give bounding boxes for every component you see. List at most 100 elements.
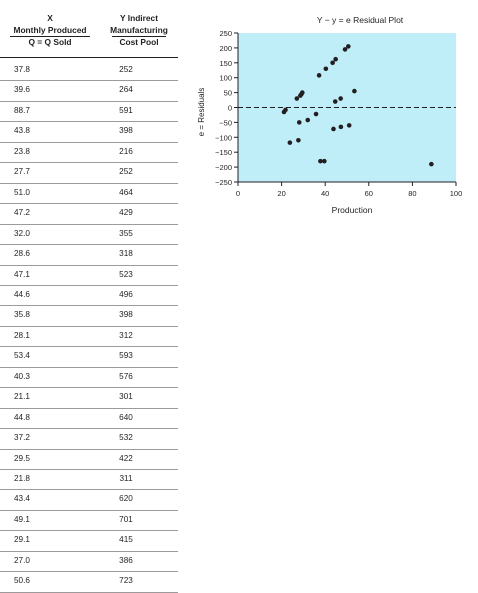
row-divider: [0, 182, 178, 184]
table-row: 32.0 355: [0, 225, 178, 246]
row-divider: [0, 203, 178, 205]
table-row: 37.2 532: [0, 429, 178, 450]
x-value-cell: 47.1: [14, 269, 30, 279]
data-point: [346, 44, 351, 49]
x-value-cell: 43.4: [14, 494, 30, 504]
table-row: 35.8 398: [0, 306, 178, 327]
data-point: [283, 107, 288, 113]
y-header-line-1: Y Indirect: [119, 13, 158, 23]
y-value-cell: 318: [119, 249, 133, 259]
x-value-cell: 28.6: [14, 249, 30, 259]
data-point: [332, 99, 338, 104]
data-point: [313, 111, 319, 117]
row-divider: [0, 407, 178, 409]
chart-title: Y − y = e Residual Plot: [317, 15, 404, 25]
x-value-cell: 37.8: [14, 65, 30, 74]
y-tick-label: −100: [215, 133, 232, 142]
y-tick-label: 0: [228, 104, 232, 113]
y-value-cell: 640: [119, 412, 133, 422]
x-value-cell: 27.7: [14, 167, 30, 177]
x-axis-label: Production: [332, 205, 373, 215]
row-divider: [0, 244, 178, 246]
table-row: 47.2 429: [0, 204, 178, 225]
data-point: [316, 73, 322, 78]
data-point: [331, 126, 336, 132]
table-row: 40.3 576: [0, 368, 178, 389]
y-value-cell: 593: [119, 351, 133, 361]
y-value-cell: 701: [119, 514, 133, 524]
row-divider: [0, 428, 178, 430]
x-tick-label: 20: [277, 189, 285, 198]
data-point: [296, 120, 302, 125]
table-row: 27.0 386: [0, 552, 178, 573]
x-tick-label: 40: [321, 189, 329, 198]
y-value-cell: 398: [119, 310, 133, 320]
x-value-cell: 50.6: [14, 576, 30, 586]
x-tick-label: 80: [408, 189, 416, 198]
table-row: 44.6 496: [0, 286, 178, 307]
x-value-cell: 29.1: [14, 535, 30, 545]
table-row: 28.6 318: [0, 245, 178, 266]
row-divider: [0, 325, 178, 327]
table-row: 47.1 523: [0, 266, 178, 287]
y-value-cell: 252: [119, 167, 133, 177]
x-column-header: X Monthly Produced Q = Q Sold: [0, 13, 100, 49]
data-point: [346, 123, 352, 128]
y-tick-label: −150: [215, 148, 232, 157]
x-value-cell: 27.0: [14, 555, 30, 565]
row-divider: [0, 284, 178, 286]
row-divider: [0, 346, 178, 348]
table-row: 23.8 216: [0, 143, 178, 164]
y-value-cell: 576: [119, 371, 133, 381]
row-divider: [0, 448, 178, 450]
x-value-cell: 43.8: [14, 126, 30, 136]
x-value-cell: 44.6: [14, 289, 30, 299]
table-row: 21.8 311: [0, 470, 178, 491]
y-value-cell: 464: [119, 187, 133, 197]
y-value-cell: 496: [119, 289, 133, 299]
table-header: X Monthly Produced Q = Q Sold Y Indirect…: [0, 0, 178, 60]
row-divider: [0, 121, 178, 123]
row-divider: [0, 264, 178, 266]
data-point: [318, 158, 323, 164]
x-value-cell: 32.0: [14, 228, 30, 238]
y-value-cell: 620: [119, 494, 133, 504]
data-point: [342, 47, 348, 52]
data-point: [322, 158, 327, 164]
table-row: 21.1 301: [0, 388, 178, 409]
residual-plot: Y − y = e Residual Plot 250 200 150 100 50 0−…: [180, 0, 478, 230]
y-tick-label: 150: [219, 59, 232, 68]
row-divider: [0, 469, 178, 470]
y-value-cell: 312: [119, 330, 133, 340]
data-point: [338, 124, 344, 130]
row-divider: [0, 223, 178, 225]
data-point: [352, 88, 357, 94]
y-value-cell: 398: [119, 126, 133, 136]
row-divider: [0, 366, 178, 368]
x-header-line-2: Monthly Produced: [13, 24, 87, 35]
data-point: [300, 90, 305, 95]
y-tick-label: −50: [219, 118, 232, 127]
y-value-cell: 355: [119, 228, 133, 238]
y-tick-label: −250: [215, 178, 232, 187]
table-row: 29.1 415: [0, 531, 178, 552]
data-point: [429, 161, 434, 167]
x-value-cell: 44.8: [14, 412, 30, 422]
table-row: 39.6 264: [0, 81, 178, 102]
table-row: 88.7 591: [0, 102, 178, 123]
data-point: [305, 117, 311, 123]
y-tick-label: 50: [224, 89, 232, 98]
x-value-cell: 47.2: [14, 208, 30, 218]
y-value-cell: 523: [119, 269, 133, 279]
table-row: 43.4 620: [0, 490, 178, 511]
table-row: 44.8 640: [0, 409, 178, 430]
y-column-header: Y Indirect Manufacturing Cost Pool: [100, 13, 178, 49]
data-point: [294, 96, 300, 101]
x-value-cell: 39.6: [14, 85, 30, 95]
x-value-cell: 29.5: [14, 453, 30, 463]
x-value-cell: 53.4: [14, 351, 30, 361]
data-point: [323, 66, 329, 72]
data-point: [333, 56, 338, 62]
x-value-cell: 21.8: [14, 474, 30, 483]
y-value-cell: 532: [119, 433, 133, 443]
